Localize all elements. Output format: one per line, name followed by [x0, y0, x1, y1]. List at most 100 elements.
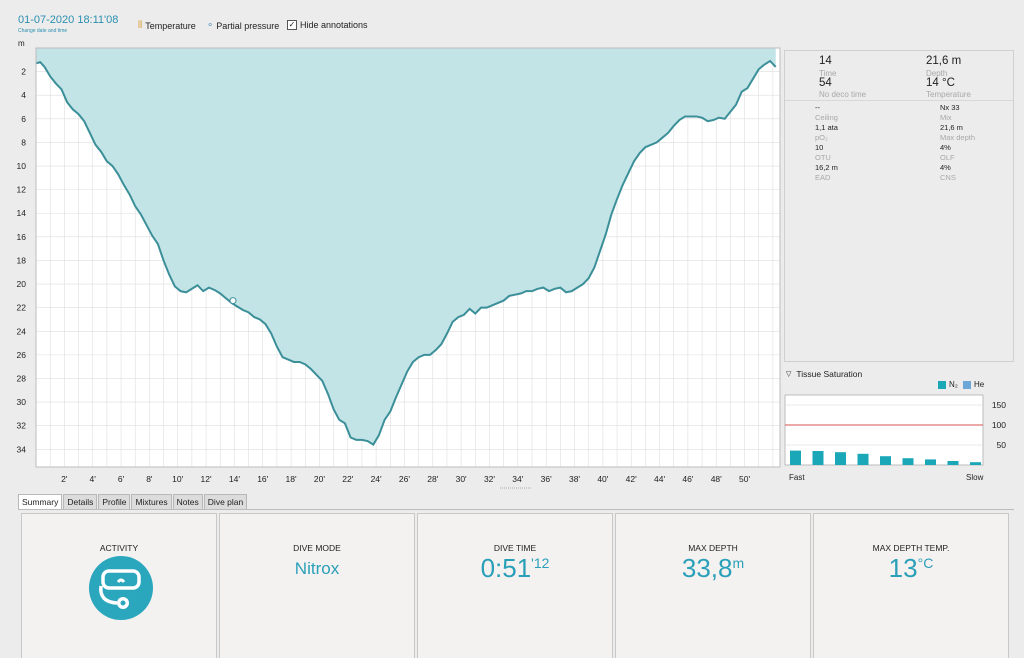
y-tick-label: 14: [17, 208, 27, 218]
dive-mode-value: Nitrox: [294, 559, 340, 578]
info-row-label: Ceiling: [815, 113, 838, 122]
x-tick-label: 36': [541, 474, 552, 484]
info-row-value: 4%: [940, 163, 951, 172]
tab-summary[interactable]: Summary: [18, 494, 63, 509]
hide-annotations-toggle[interactable]: ✓ Hide annotations: [287, 20, 368, 30]
dive-time-card: DIVE TIME 0:51'12: [417, 513, 613, 658]
dive-time-title: DIVE TIME: [493, 543, 537, 553]
y-tick-label: 18: [17, 255, 27, 265]
x-tick-label: 32': [484, 474, 495, 484]
time-value: 14: [819, 55, 832, 67]
plot-frame: [35, 47, 781, 468]
tab-dive-plan[interactable]: Dive plan: [203, 494, 248, 509]
tissue-slow-label: Slow: [966, 473, 984, 482]
x-tick-label: 48': [711, 474, 722, 484]
max-depth-temp-unit: °C: [917, 555, 934, 571]
info-row-label: EAD: [815, 173, 831, 182]
info-row-value: 21,6 m: [940, 123, 963, 132]
tab-mixtures[interactable]: Mixtures: [131, 494, 172, 509]
x-tick-label: 4': [90, 474, 97, 484]
checkbox-icon[interactable]: ✓: [287, 20, 297, 30]
y-tick-label: 4: [21, 90, 26, 100]
tissue-saturation-title: Tissue Saturation: [796, 369, 863, 379]
nodeco-value: 54: [819, 77, 832, 89]
y-tick-label: 22: [17, 303, 27, 313]
tissue-y-tick-label: 150: [992, 400, 1006, 410]
tissue-n2-bar: [925, 459, 936, 465]
tissue-n2-bar: [902, 458, 914, 465]
x-tick-label: 18': [286, 474, 297, 484]
dive-datetime[interactable]: 01-07-2020 18:11'08: [18, 14, 119, 26]
max-depth-temp-value-wrap: 13°C: [814, 553, 1008, 584]
dive-time-value: 0:51: [480, 553, 532, 583]
tab-details[interactable]: Details: [63, 494, 98, 509]
x-tick-label: 14': [229, 474, 240, 484]
temperature-toggle-label: Temperature: [145, 20, 196, 31]
cursor-marker: [229, 297, 237, 305]
tab-bar: Summary Details Profile Mixtures Notes D…: [18, 494, 248, 509]
x-tick-label: 6': [118, 474, 125, 484]
temp-value: 14 °C: [926, 77, 955, 89]
partial-pressure-toggle[interactable]: ∘ Partial pressure: [207, 20, 279, 31]
diving-mask-icon: [89, 556, 153, 620]
partial-pressure-toggle-label: Partial pressure: [216, 20, 280, 31]
x-tick-label: 10': [172, 474, 183, 484]
x-tick-label: 20': [314, 474, 325, 484]
tissue-n2-bar: [947, 461, 959, 465]
x-tick-label: 2': [61, 474, 68, 484]
info-row-label: pO₂: [815, 133, 828, 142]
info-row-label: OLF: [940, 153, 955, 162]
x-tick-label: 40': [597, 474, 608, 484]
tissue-saturation-chart: 150 100 50: [784, 394, 1006, 466]
dive-mode-card: DIVE MODE Nitrox: [219, 513, 415, 658]
dive-time-seconds: '12: [531, 555, 550, 571]
y-tick-label: 10: [17, 161, 27, 171]
depth-value: 21,6 m: [926, 55, 962, 67]
time-label: Time: [819, 69, 837, 78]
x-tick-label: 34': [512, 474, 523, 484]
y-tick-label: 28: [17, 373, 27, 383]
temp-label: Temperature: [926, 90, 971, 99]
n2-swatch: [938, 380, 946, 389]
x-tick-label: 8': [146, 474, 153, 484]
y-tick-label: 12: [17, 185, 27, 195]
info-row-label: Max depth: [940, 133, 976, 142]
y-tick-label: 34: [17, 444, 27, 454]
legend-he: He: [963, 380, 984, 389]
x-tick-label: 50': [739, 474, 750, 484]
info-row-label: Mix: [940, 113, 952, 122]
temperature-toggle[interactable]: ⫴ Temperature: [138, 20, 196, 31]
tissue-n2-bar: [857, 453, 869, 465]
tab-notes[interactable]: Notes: [172, 494, 203, 509]
y-tick-label: 24: [17, 326, 27, 336]
x-tick-label: 22': [342, 474, 353, 484]
tissue-n2-bar: [812, 451, 824, 465]
tab-profile[interactable]: Profile: [98, 494, 131, 509]
info-row-label: OTU: [815, 153, 831, 162]
y-tick-label: 26: [17, 350, 27, 360]
y-tick-label: 2: [21, 67, 26, 77]
nodeco-label: No deco time: [819, 90, 867, 99]
tissue-n2-bar: [970, 462, 981, 465]
info-row-value: 10: [815, 143, 824, 152]
info-panel: 14 Time 54 No deco time 21,6 m Depth 14 …: [784, 50, 1014, 362]
info-row-value: --: [815, 103, 820, 112]
he-swatch: [963, 380, 971, 389]
max-depth-card: MAX DEPTH 33,8m: [615, 513, 811, 658]
info-row-value: 16,2 m: [815, 163, 838, 172]
y-tick-label: 32: [17, 421, 27, 431]
activity-card: ACTIVITY: [21, 513, 217, 658]
max-depth-temp-title: MAX DEPTH TEMP.: [872, 543, 950, 553]
dive-mode-title: DIVE MODE: [293, 543, 341, 553]
depth-unit-label: m: [18, 39, 25, 48]
max-depth-title: MAX DEPTH: [688, 543, 738, 553]
x-tick-label: 46': [682, 474, 693, 484]
thermometer-icon: ⫴: [138, 20, 143, 31]
depth-area: [36, 48, 780, 445]
legend-n2: N₂: [938, 380, 958, 389]
change-datetime-link[interactable]: Change date and time: [18, 28, 68, 34]
tissue-n2-bar: [880, 456, 891, 465]
y-tick-label: 20: [17, 279, 27, 289]
tissue-saturation-toggle[interactable]: ▽ Tissue Saturation: [786, 369, 862, 379]
